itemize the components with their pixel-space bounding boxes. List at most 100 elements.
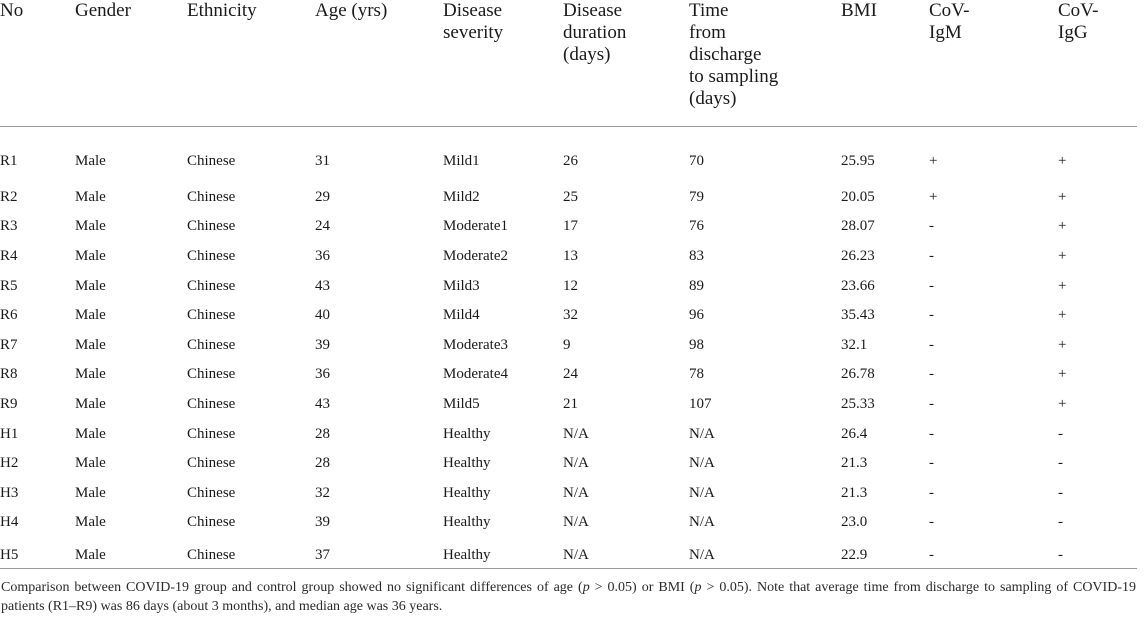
footnote-text-part2: > 0.05) or BMI ( <box>589 580 695 595</box>
table-cell: - <box>1058 484 1063 501</box>
column-header: Age (yrs) <box>315 0 443 127</box>
table-cell: Chinese <box>187 336 236 353</box>
table-cell: Male <box>75 425 106 442</box>
table-row: H3 Male Chinese 32 Healthy N/A N/A 21.3 - - <box>0 479 1137 509</box>
column-header-line: IgG <box>1058 22 1088 43</box>
table-cell: Chinese <box>187 514 236 531</box>
table-cell: 36 <box>315 248 330 265</box>
table-cell: Moderate1 <box>443 218 508 235</box>
table-cell: + <box>1058 277 1067 294</box>
table-cell: 21 <box>563 396 578 413</box>
table-cell: 26.78 <box>841 366 875 383</box>
table-cell: Chinese <box>187 366 236 383</box>
table-cell: Moderate2 <box>443 248 508 265</box>
table-cell: 107 <box>689 396 712 413</box>
column-header-line: IgM <box>929 22 962 43</box>
table-cell: N/A <box>563 484 589 501</box>
column-header-line: CoV- <box>929 0 970 21</box>
table-cell: Mild5 <box>443 396 480 413</box>
table-cell: R8 <box>0 366 18 383</box>
table-row: H1 Male Chinese 28 Healthy N/A N/A 26.4 - - <box>0 419 1137 449</box>
table-cell: R2 <box>0 188 18 205</box>
table-cell: 78 <box>689 366 704 383</box>
table-cell: 43 <box>315 277 330 294</box>
table-cell: R1 <box>0 152 18 169</box>
table-cell: Chinese <box>187 307 236 324</box>
table-cell: - <box>929 307 934 324</box>
table-cell: 79 <box>689 188 704 205</box>
table-cell: - <box>929 396 934 413</box>
table-cell: Male <box>75 218 106 235</box>
table-cell: 43 <box>315 396 330 413</box>
table-cell: 29 <box>315 188 330 205</box>
footnote-p-symbol: p <box>694 580 702 595</box>
table-cell: N/A <box>689 484 715 501</box>
table-cell: N/A <box>689 425 715 442</box>
table-cell: Healthy <box>443 484 491 501</box>
table-cell: Healthy <box>443 425 491 442</box>
table-cell: 40 <box>315 307 330 324</box>
table-cell: 25 <box>563 188 578 205</box>
table-cell: R5 <box>0 277 18 294</box>
table-cell: Male <box>75 366 106 383</box>
column-header-line: Disease <box>563 0 623 21</box>
table-cell: + <box>929 188 938 205</box>
table-cell: 98 <box>689 336 704 353</box>
table-cell: Mild3 <box>443 277 480 294</box>
table-cell: + <box>1058 152 1067 169</box>
table-cell: - <box>929 366 934 383</box>
table-bottom-rule <box>0 568 1137 569</box>
column-header-line: (days) <box>689 88 737 109</box>
table-cell: R3 <box>0 218 18 235</box>
table-footnote: Comparison between COVID-19 group and co… <box>1 578 1136 616</box>
table-cell: + <box>1058 307 1067 324</box>
table-row: R9 Male Chinese 43 Mild5 21 107 25.33 - + <box>0 390 1137 420</box>
column-header-line: Disease <box>443 0 503 21</box>
table-row: H2 Male Chinese 28 Healthy N/A N/A 21.3 - - <box>0 449 1137 479</box>
table-cell: Male <box>75 396 106 413</box>
table-cell: 32 <box>563 307 578 324</box>
table-cell: 28 <box>315 425 330 442</box>
table-cell: + <box>1058 188 1067 205</box>
table-cell: Moderate4 <box>443 366 508 383</box>
table-cell: 70 <box>689 152 704 169</box>
table-cell: + <box>929 152 938 169</box>
table-cell: - <box>929 336 934 353</box>
table-cell: 21.3 <box>841 455 868 472</box>
table-cell: + <box>1058 336 1067 353</box>
table-cell: N/A <box>563 547 589 564</box>
column-header-line: Age (yrs) <box>315 0 388 21</box>
table-cell: 17 <box>563 218 578 235</box>
column-header-line: discharge <box>689 44 762 65</box>
header-row: No Gender Ethnicity Age (yrs) Disease severit… <box>0 0 1137 127</box>
column-header-line: BMI <box>841 0 877 21</box>
table-cell: - <box>929 248 934 265</box>
table-cell: 21.3 <box>841 484 868 501</box>
table-cell: 35.43 <box>841 307 875 324</box>
table-cell: 25.95 <box>841 152 875 169</box>
table-cell: Chinese <box>187 188 236 205</box>
table-cell: N/A <box>689 514 715 531</box>
column-header: CoV- IgG <box>1058 0 1137 127</box>
column-header: Disease severity <box>443 0 563 127</box>
table-cell: + <box>1058 396 1067 413</box>
table-cell: + <box>1058 218 1067 235</box>
column-header: Gender <box>75 0 187 127</box>
table-cell: Chinese <box>187 396 236 413</box>
table-cell: R4 <box>0 248 18 265</box>
table-cell: Chinese <box>187 218 236 235</box>
column-header-line: Gender <box>75 0 131 21</box>
table-row: R7 Male Chinese 39 Moderate3 9 98 32.1 - + <box>0 331 1137 361</box>
table-cell: 23.0 <box>841 514 868 531</box>
table-cell: 25.33 <box>841 396 875 413</box>
table-cell: Male <box>75 547 106 564</box>
table-cell: - <box>1058 547 1063 564</box>
table-header: No Gender Ethnicity Age (yrs) Disease severit… <box>0 0 1137 127</box>
table-cell: N/A <box>689 455 715 472</box>
column-header: No <box>0 0 75 127</box>
table-cell: H2 <box>0 455 19 472</box>
table-cell: + <box>1058 366 1067 383</box>
table-cell: - <box>929 455 934 472</box>
column-header-line: No <box>0 0 24 21</box>
table-cell: 22.9 <box>841 547 868 564</box>
